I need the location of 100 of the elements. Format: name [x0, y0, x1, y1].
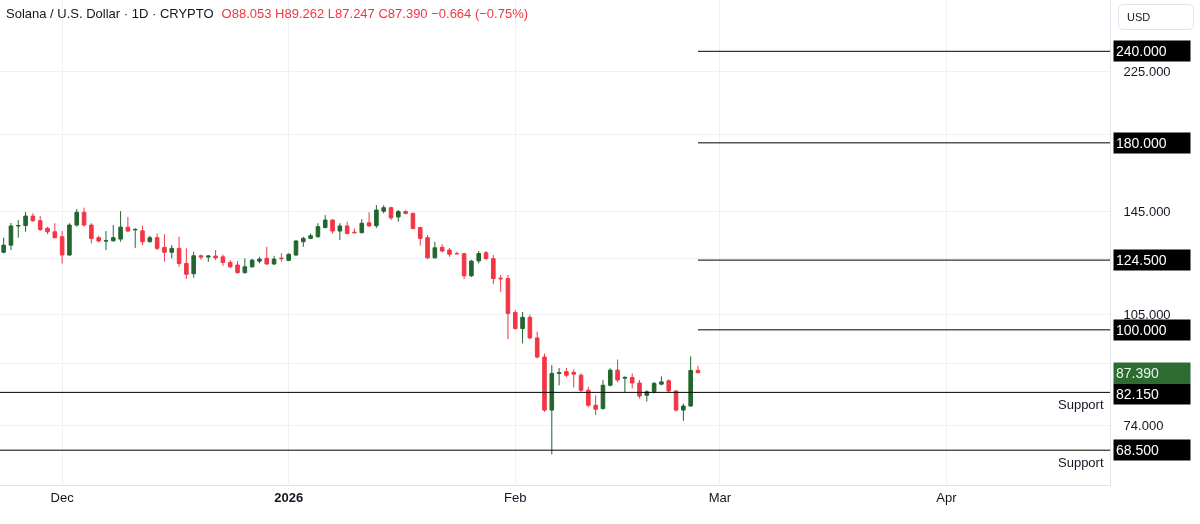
candlestick: [593, 394, 598, 416]
candlestick: [425, 234, 430, 260]
candlestick: [622, 375, 628, 393]
candlestick: [257, 256, 262, 264]
annotation: Support: [1058, 397, 1104, 412]
candlestick: [249, 258, 255, 269]
y-tick-label: 145.000: [1123, 204, 1171, 220]
candlestick: [264, 246, 270, 266]
annotation: Support: [1058, 455, 1104, 470]
candlestick: [169, 244, 175, 259]
candlestick: [191, 251, 196, 279]
candlestick: [8, 222, 14, 251]
candlestick: [695, 365, 701, 374]
candlestick: [89, 222, 94, 244]
candlestick: [483, 250, 489, 261]
candlestick: [571, 368, 577, 389]
candlestick: [147, 235, 153, 243]
candlestick: [396, 209, 401, 223]
candlestick: [96, 235, 101, 243]
candlestick: [388, 206, 394, 221]
candlestick: [600, 379, 606, 411]
candlestick: [30, 212, 36, 223]
candlestick: [491, 254, 496, 285]
candlestick: [366, 211, 372, 228]
candlestick: [542, 353, 547, 413]
candlestick: [681, 403, 686, 422]
candlestick: [578, 372, 584, 393]
candlestick: [45, 226, 50, 235]
y-tick-label: 74.000: [1123, 418, 1164, 434]
x-tick-label: Apr: [936, 489, 958, 505]
candlestick: [206, 254, 211, 263]
data-label: 124.500: [1116, 252, 1167, 268]
candlestick: [132, 227, 138, 249]
candlestick: [651, 381, 657, 394]
data-label: 240.000: [1116, 43, 1167, 59]
candlestick: [607, 367, 613, 387]
candlestick: [520, 311, 525, 344]
data-label: 100.000: [1116, 322, 1167, 338]
candlestick: [81, 207, 87, 228]
candlestick: [659, 375, 664, 385]
candlestick: [586, 386, 591, 408]
candlestick: [74, 208, 80, 228]
x-tick-label: 2026: [274, 489, 304, 505]
text: Solana / U.S. Dollar · 1D · CRYPTO: [6, 6, 214, 21]
candlestick: [227, 259, 233, 269]
candlestick: [213, 249, 218, 261]
candlestick: [103, 230, 109, 251]
candlestick: [629, 372, 635, 389]
candlestick: [15, 219, 21, 239]
candlestick: [447, 247, 452, 258]
candlestick: [322, 214, 328, 229]
candlestick: [67, 222, 72, 257]
candlestick: [432, 241, 438, 260]
candlestick: [527, 314, 533, 340]
candlestick: [286, 252, 291, 262]
candlestick: [344, 221, 350, 235]
x-tick-label: Feb: [504, 489, 527, 505]
candlestick: [1, 237, 6, 254]
candlestick: [110, 224, 116, 243]
ref-line-label: 68.500: [1116, 442, 1160, 458]
candlestick: [403, 209, 408, 215]
data-label: 180.000: [1116, 135, 1167, 151]
candlestick: [198, 254, 204, 261]
candlestick: [505, 274, 511, 340]
candlestick: [184, 247, 189, 280]
candlestick: [439, 243, 445, 253]
candlestick: [220, 254, 226, 267]
candlestick: [235, 260, 240, 275]
text: 87.390: [1116, 365, 1159, 381]
candlestick: [37, 215, 43, 232]
candlestick: [498, 274, 503, 293]
candlestick: [556, 367, 562, 386]
x-tick-label: Mar: [708, 489, 732, 505]
candlestick: [23, 211, 28, 233]
candlestick: [417, 226, 423, 247]
candlestick: [308, 232, 313, 240]
candlestick: [666, 378, 672, 393]
candlestick: [59, 230, 65, 264]
candlestick: [293, 239, 299, 257]
y-tick-label: 105.000: [1123, 306, 1171, 322]
candlestick: [279, 252, 284, 263]
candlestick: [52, 222, 58, 239]
candlestick: [242, 257, 248, 275]
candlestick: [374, 204, 379, 229]
candlestick: [271, 255, 277, 266]
candlestick: [140, 225, 145, 246]
x-tick-label: Dec: [50, 489, 75, 505]
candlestick: [162, 233, 167, 263]
candlestick: [564, 367, 569, 378]
candlestick: [176, 236, 182, 268]
candlestick: [637, 379, 642, 399]
candlestick: [461, 252, 467, 280]
candlestick: [549, 364, 555, 455]
candlestick: [688, 355, 693, 407]
candlestick: [534, 331, 540, 359]
candlestick: [315, 222, 321, 239]
candlestick: [154, 232, 160, 251]
candlestick: [118, 210, 123, 243]
candlestick: [337, 222, 343, 241]
candlestick: [615, 358, 620, 383]
